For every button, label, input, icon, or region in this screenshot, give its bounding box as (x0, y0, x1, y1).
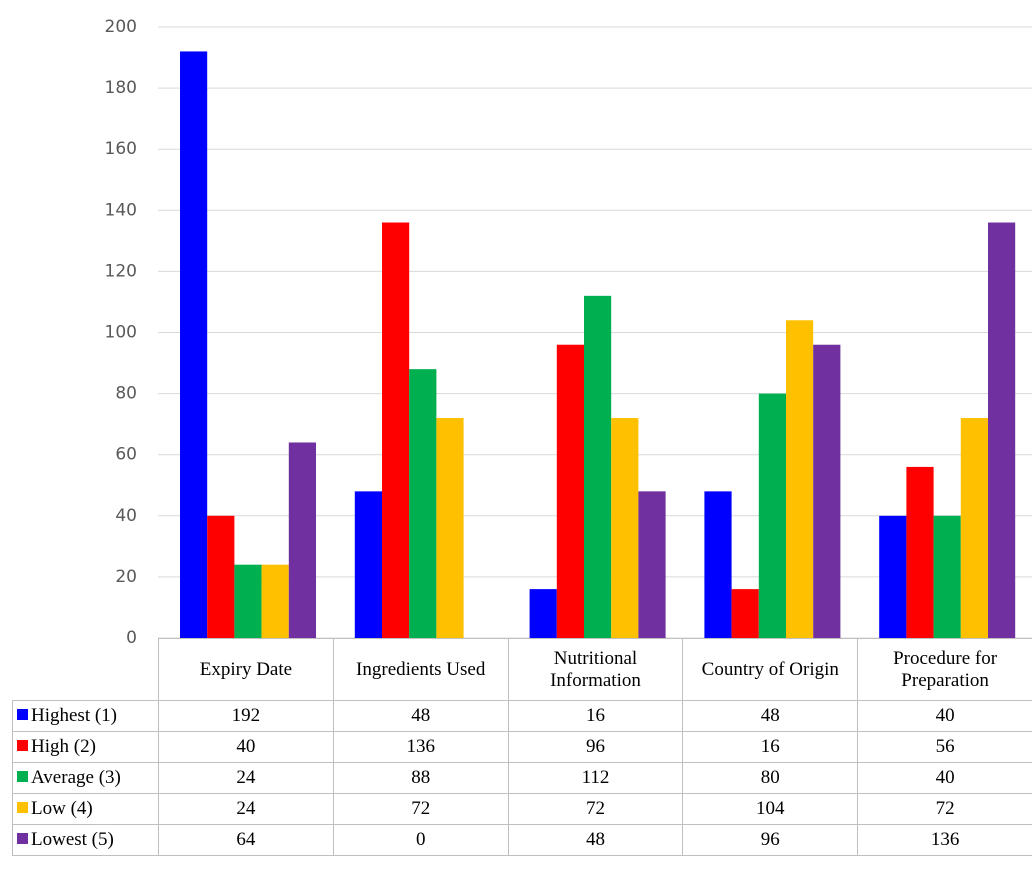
y-tick-label: 100 (105, 323, 137, 343)
series-row: Average (3) 24 88 112 80 40 (12, 762, 1032, 794)
legend-key (17, 771, 28, 782)
legend-label: Average (3) (31, 767, 121, 788)
legend-key (17, 833, 28, 844)
series-row: Lowest (5) 64 0 48 96 136 (12, 824, 1032, 856)
table-value: 24 (158, 762, 334, 794)
y-tick-label: 120 (105, 261, 137, 281)
y-tick-label: 20 (115, 567, 137, 587)
table-value: 136 (857, 824, 1032, 856)
table-value: 0 (332, 824, 509, 856)
category-label: Nutritional Information (507, 638, 684, 701)
bar (207, 515, 235, 638)
table-value: 72 (332, 793, 509, 825)
legend-label: Highest (1) (31, 705, 118, 726)
category-label: Country of Origin (682, 638, 859, 701)
series-row: High (2) 40 136 96 16 56 (12, 731, 1032, 763)
bar (354, 491, 382, 638)
y-tick-label: 160 (105, 139, 137, 159)
table-value: 136 (332, 731, 509, 763)
legend-entry: Low (4) (12, 793, 159, 825)
y-tick-label: 60 (115, 445, 137, 465)
bar (731, 589, 759, 638)
table-value: 64 (158, 824, 334, 856)
bar (786, 320, 814, 638)
data-table: Expiry Date Ingredients Used Nutritional I… (12, 638, 1032, 856)
bar (813, 344, 841, 638)
bar (382, 222, 410, 638)
bar (879, 515, 907, 638)
bar (584, 295, 612, 638)
table-value: 96 (682, 824, 859, 856)
y-tick-label: 0 (126, 628, 137, 648)
bar (529, 589, 557, 638)
y-tick-label: 140 (105, 200, 137, 220)
bar (933, 515, 961, 638)
table-value: 16 (682, 731, 859, 763)
legend-entry: High (2) (12, 731, 159, 763)
y-tick-label: 80 (115, 384, 137, 404)
bar (758, 393, 786, 638)
header-row: Expiry Date Ingredients Used Nutritional I… (13, 638, 1032, 701)
table-value: 24 (158, 793, 334, 825)
table-value: 48 (507, 824, 684, 856)
legend-entry: Average (3) (12, 762, 159, 794)
legend-label: Lowest (5) (31, 829, 114, 850)
legend-key (17, 709, 28, 720)
table-value: 40 (158, 731, 334, 763)
table-value: 40 (857, 700, 1032, 732)
category-label: Expiry Date (158, 638, 334, 701)
table-value: 112 (507, 762, 684, 794)
table-value: 72 (857, 793, 1032, 825)
bar (704, 491, 732, 638)
series-row: Low (4) 24 72 72 104 72 (12, 793, 1032, 825)
bar (288, 442, 316, 638)
y-tick-label: 200 (105, 17, 137, 37)
legend-key (17, 802, 28, 813)
table-value: 48 (682, 700, 859, 732)
table-value: 16 (507, 700, 684, 732)
bar (960, 418, 988, 638)
bar (409, 369, 437, 638)
table-value: 88 (332, 762, 509, 794)
y-tick-label: 40 (115, 506, 137, 526)
bar (611, 418, 639, 638)
category-label: Procedure for Preparation (857, 638, 1032, 701)
corner-cell (13, 639, 159, 701)
bar (638, 491, 666, 638)
table-value: 104 (682, 793, 859, 825)
bar (436, 418, 464, 638)
y-tick-label: 180 (105, 78, 137, 98)
table-value: 40 (857, 762, 1032, 794)
legend-label: High (2) (31, 736, 96, 757)
legend-entry: Lowest (5) (12, 824, 159, 856)
table-value: 56 (857, 731, 1032, 763)
bar (988, 222, 1016, 638)
table-value: 48 (332, 700, 509, 732)
table-value: 80 (682, 762, 859, 794)
bar (556, 344, 584, 638)
bar (906, 466, 934, 638)
bar (180, 51, 208, 638)
legend-label: Low (4) (31, 798, 93, 819)
bar (234, 564, 262, 638)
series-row: Highest (1) 192 48 16 48 40 (12, 700, 1032, 732)
legend-entry: Highest (1) (12, 700, 159, 732)
legend-key (17, 740, 28, 751)
table-value: 192 (158, 700, 334, 732)
table-value: 96 (507, 731, 684, 763)
bar (261, 564, 289, 638)
category-label: Ingredients Used (332, 638, 509, 701)
table-value: 72 (507, 793, 684, 825)
